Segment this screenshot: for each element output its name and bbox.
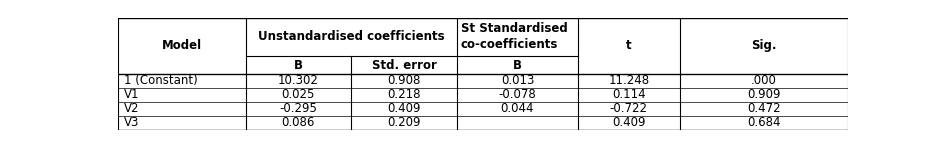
Text: 10.302: 10.302 [278,74,319,87]
Text: V3: V3 [123,116,139,129]
Text: Sig.: Sig. [751,39,776,52]
Text: B: B [294,59,303,72]
Text: 0.086: 0.086 [282,116,316,129]
Text: 0.218: 0.218 [387,88,421,101]
Text: V2: V2 [123,102,139,115]
Text: -0.722: -0.722 [609,102,648,115]
Text: Std. error: Std. error [372,59,437,72]
Text: 0.044: 0.044 [501,102,534,115]
Text: 0.909: 0.909 [747,88,781,101]
Text: Model: Model [162,39,202,52]
Text: 0.409: 0.409 [612,116,645,129]
Text: 11.248: 11.248 [609,74,649,87]
Text: 0.013: 0.013 [501,74,534,87]
Text: 0.114: 0.114 [612,88,645,101]
Text: -0.078: -0.078 [498,88,536,101]
Text: 0.025: 0.025 [282,88,316,101]
Text: 0.684: 0.684 [747,116,781,129]
Text: 0.209: 0.209 [387,116,421,129]
Text: .000: .000 [751,74,777,87]
Text: V1: V1 [123,88,139,101]
Text: 0.472: 0.472 [747,102,781,115]
Text: 1 (Constant): 1 (Constant) [123,74,197,87]
Text: St Standardised
co-coefficients: St Standardised co-coefficients [461,22,568,51]
Text: 0.908: 0.908 [387,74,421,87]
Text: -0.295: -0.295 [280,102,317,115]
Text: 0.409: 0.409 [387,102,421,115]
Text: B: B [513,59,522,72]
Text: Unstandardised coefficients: Unstandardised coefficients [258,30,445,43]
Text: t: t [626,39,631,52]
